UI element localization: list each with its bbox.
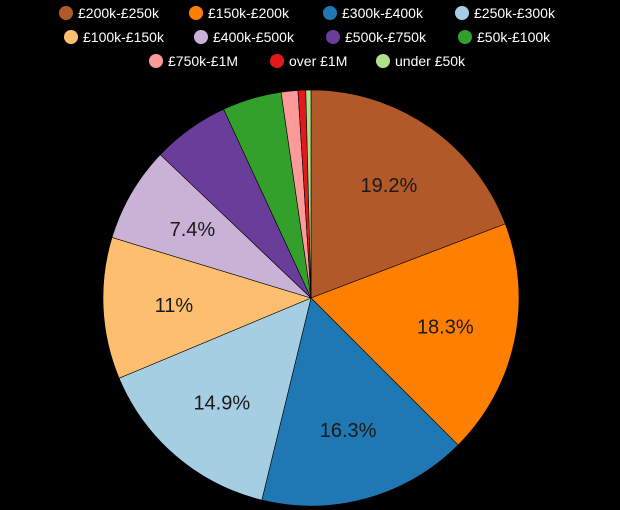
- pie-labels: 19.2% 18.3% 16.3% 14.9% 11% 7.4%: [155, 175, 474, 442]
- legend-item: £250k-£300k: [455, 5, 556, 21]
- legend-label: £500k-£750k: [345, 29, 427, 45]
- pie-slice: [261, 297, 459, 507]
- legend-swatch: [326, 30, 340, 44]
- pie-slice: [305, 89, 312, 299]
- legend-label: £250k-£300k: [474, 5, 556, 21]
- legend-swatch: [149, 54, 163, 68]
- legend-item: £50k-£100k: [458, 29, 551, 45]
- legend-swatch: [189, 6, 203, 20]
- slice-label: 14.9%: [193, 392, 250, 414]
- legend-label: over £1M: [289, 53, 347, 69]
- pie-slices: [102, 89, 520, 507]
- slice-label: 18.3%: [417, 317, 474, 339]
- legend-item: £150k-£200k: [189, 5, 290, 21]
- pie-slice: [118, 297, 312, 501]
- legend-label: £200k-£250k: [78, 5, 160, 21]
- legend-item: £100k-£150k: [64, 29, 165, 45]
- legend-label: £150k-£200k: [208, 5, 290, 21]
- legend-label: £300k-£400k: [342, 5, 424, 21]
- legend-item: £400k-£500k: [194, 29, 295, 45]
- legend-swatch: [458, 30, 472, 44]
- legend-swatch: [455, 6, 469, 20]
- legend-label: £100k-£150k: [83, 29, 165, 45]
- legend-item: £750k-£1M: [149, 53, 238, 69]
- legend-swatch: [376, 54, 390, 68]
- legend-swatch: [323, 6, 337, 20]
- legend: £200k-£250k £150k-£200k £300k-£400k £250k-£…: [59, 5, 556, 69]
- pie-slice: [102, 237, 312, 379]
- legend-item: £300k-£400k: [323, 5, 424, 21]
- legend-swatch: [194, 30, 208, 44]
- slice-label: 11%: [155, 295, 194, 317]
- legend-swatch: [59, 6, 73, 20]
- slice-label: 19.2%: [361, 175, 418, 197]
- legend-label: under £50k: [395, 53, 466, 69]
- pie-slice: [310, 223, 520, 446]
- legend-label: £50k-£100k: [477, 29, 551, 45]
- pie-slice: [310, 89, 506, 299]
- legend-swatch: [64, 30, 78, 44]
- legend-item: £200k-£250k: [59, 5, 160, 21]
- pie-slice: [111, 154, 312, 299]
- legend-item: under £50k: [376, 53, 466, 69]
- legend-item: £500k-£750k: [326, 29, 427, 45]
- legend-item: over £1M: [270, 53, 347, 69]
- legend-label: £750k-£1M: [168, 53, 238, 69]
- slice-label: 7.4%: [170, 219, 216, 241]
- slice-label: 16.3%: [320, 420, 377, 442]
- legend-swatch: [270, 54, 284, 68]
- legend-label: £400k-£500k: [213, 29, 295, 45]
